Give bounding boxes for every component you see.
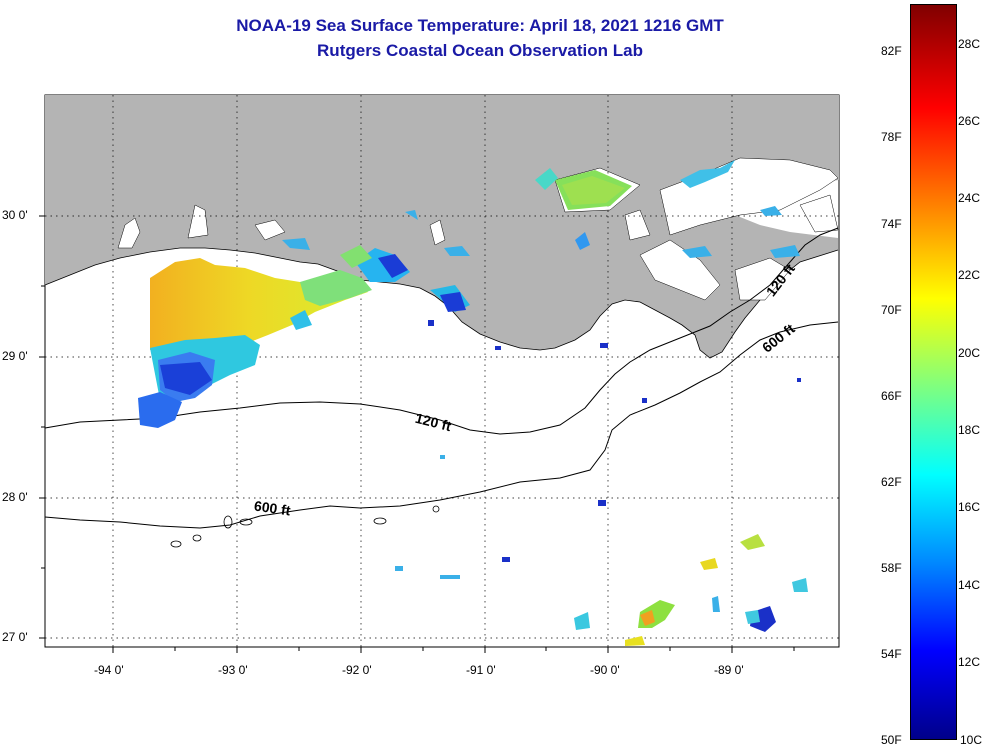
c-label-18: 18C (958, 423, 981, 437)
lon-label-90: -90 0' (590, 663, 620, 677)
lon-label-92: -92 0' (342, 663, 372, 677)
c-label-24: 24C (958, 191, 981, 205)
f-label-78: 78F (881, 130, 902, 144)
c-label-28: 28C (958, 37, 981, 51)
f-label-66: 66F (881, 389, 902, 403)
contour-120ft (44, 227, 839, 435)
contour-islands (170, 505, 440, 548)
c-label-12: 12C (958, 655, 981, 669)
sst-warm-patch (150, 258, 368, 350)
lat-label-29: 29 0' (2, 349, 28, 363)
lon-label-93: -93 0' (218, 663, 248, 677)
map-title: NOAA-19 Sea Surface Temperature: April 1… (236, 16, 724, 35)
contour-600ft (44, 321, 839, 529)
land-mass (45, 95, 839, 358)
c-label-14: 14C (958, 578, 981, 592)
sst-data (138, 160, 808, 646)
sst-map (39, 94, 840, 653)
lat-label-27: 27 0' (2, 630, 28, 644)
tick-marks (39, 215, 795, 653)
lon-label-89: -89 0' (714, 663, 744, 677)
c-label-20: 20C (958, 346, 981, 360)
f-label-70: 70F (881, 303, 902, 317)
c-label-10: 10C (960, 733, 983, 747)
f-label-82: 82F (881, 44, 902, 58)
lat-label-30: 30 0' (2, 208, 28, 222)
lon-axis-labels: -94 0' -93 0' -92 0' -91 0' -90 0' -89 0… (0, 663, 860, 681)
colorbar (910, 4, 957, 740)
f-label-50: 50F (881, 733, 902, 747)
c-label-22: 22C (958, 268, 981, 282)
f-label-74: 74F (881, 217, 902, 231)
coastline (44, 247, 839, 359)
lon-label-91: -91 0' (466, 663, 496, 677)
lat-label-28: 28 0' (2, 490, 28, 504)
f-label-62: 62F (881, 475, 902, 489)
c-label-26: 26C (958, 114, 981, 128)
lon-label-94: -94 0' (94, 663, 124, 677)
f-label-58: 58F (881, 561, 902, 575)
map-subtitle: Rutgers Coastal Ocean Observation Lab (317, 41, 643, 60)
c-label-16: 16C (958, 500, 981, 514)
f-label-54: 54F (881, 647, 902, 661)
